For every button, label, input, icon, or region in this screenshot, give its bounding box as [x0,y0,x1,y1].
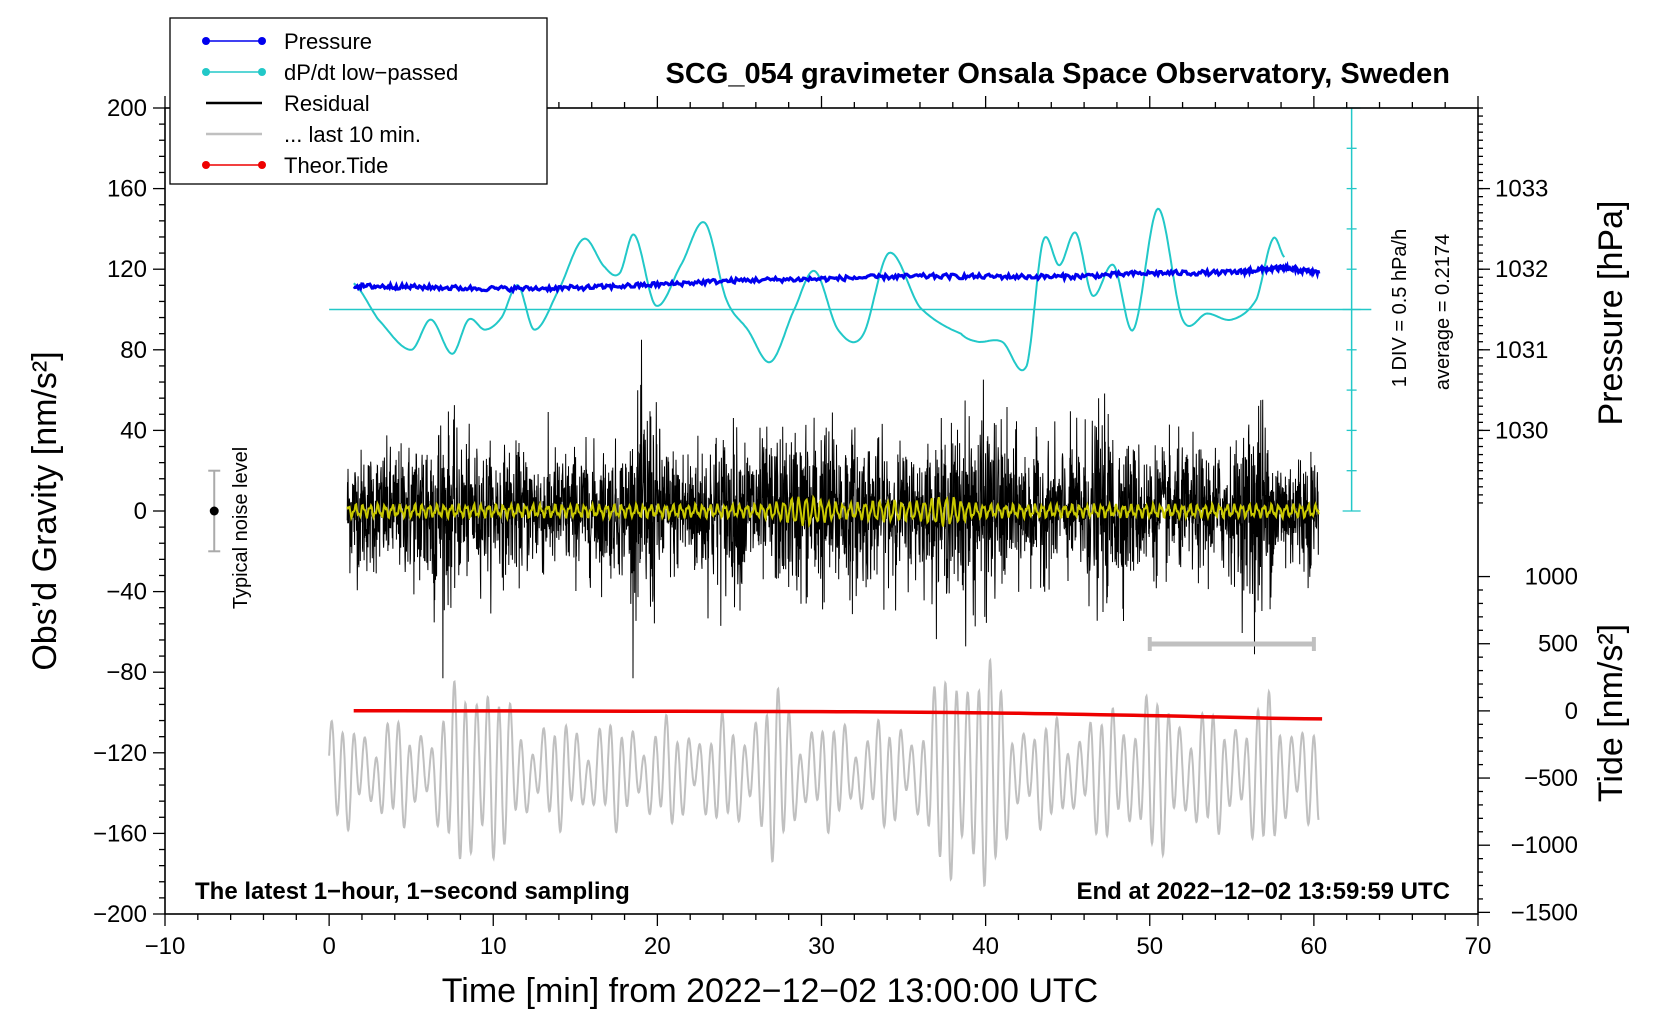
noise-level-label: Typical noise level [230,447,252,609]
y-tick-label: 160 [107,176,147,203]
pressure-tick-label: 1033 [1495,176,1548,203]
dpdt-scale-label: 1 DIV = 0.5 hPa/h [1389,229,1411,387]
y-tick-label: −200 [93,901,147,928]
dpdt-line [353,207,1286,372]
y-tick-label: 120 [107,256,147,283]
tide-tick-label: −1500 [1511,899,1578,926]
chart-title: SCG_054 gravimeter Onsala Space Observat… [666,58,1450,90]
tide-tick-label: 500 [1538,631,1578,658]
annotation-end-time: End at 2022−12−02 13:59:59 UTC [1076,878,1450,905]
x-tick-label: 20 [644,933,671,960]
tide-tick-label: −1000 [1511,832,1578,859]
y-tick-label: −40 [106,579,147,606]
y-axis-label-gravity: Obs’d Gravity [nm/s²] [26,351,64,670]
y-tick-label: 80 [120,337,147,364]
annotation-latest-hour: The latest 1−hour, 1−second sampling [195,878,630,905]
pressure-tick-label: 1031 [1495,337,1548,364]
dpdt-average-label: average = 0.2174 [1432,234,1454,390]
x-tick-label: 0 [322,933,335,960]
tide-line [353,709,1323,721]
legend-box [169,17,548,185]
last10-line [328,657,1320,888]
tide-tick-label: 0 [1565,698,1578,725]
legend-swatch-marker [258,161,266,169]
tide-series-group [353,709,1323,721]
legend-label-pressure: Pressure [284,29,372,54]
reference-bars [208,469,1316,651]
residual-line [346,339,1320,679]
x-tick-label: 30 [808,933,835,960]
legend-label-tide: Theor.Tide [284,153,388,178]
legend-swatch-marker [258,37,266,45]
residual-series-group [346,339,1320,679]
residual-lowpass-series-group [346,494,1320,529]
last10-series-group [328,657,1320,888]
legend-label-residual: Residual [284,91,370,116]
noise-bar-dot [209,506,219,516]
x-tick-label: 40 [972,933,999,960]
legend-entries [202,37,266,169]
y-tick-label: −160 [93,820,147,847]
legend-label-last10: ... last 10 min. [284,122,421,147]
x-axis-label: Time [min] from 2022−12−02 13:00:00 UTC [442,972,1098,1010]
x-tick-label: 10 [480,933,507,960]
y-tick-label: −80 [106,659,147,686]
x-tick-label: 60 [1301,933,1328,960]
y-tick-label: 200 [107,95,147,122]
y-tick-label: −120 [93,740,147,767]
legend-swatch-marker [202,68,210,76]
legend-swatch-marker [202,161,210,169]
pressure-line [352,260,1321,295]
legend: Pressure dP/dt low−passed Residual ... l… [169,17,548,185]
legend-label-dpdt: dP/dt low−passed [284,60,458,85]
x-tick-label: 70 [1465,933,1492,960]
tide-tick-label: 1000 [1525,564,1578,591]
y-axis-label-tide: Tide [nm/s²] [1592,624,1630,802]
y-axis-label-pressure: Pressure [hPa] [1592,201,1630,426]
pressure-tick-label: 1032 [1495,256,1548,283]
dpdt-scale-axis [329,107,1372,512]
y-tick-label: 0 [134,498,147,525]
axis-ticks: −10 0 10 20 30 40 50 60 70 200 160 120 80 40 0 −40 −80 −1… [93,95,1578,960]
x-tick-label: −10 [145,933,186,960]
legend-swatch-marker [258,68,266,76]
pressure-tick-label: 1030 [1495,417,1548,444]
dpdt-series-group [353,207,1286,372]
y-tick-label: 40 [120,417,147,444]
legend-swatch-marker [202,37,210,45]
residual-lowpass-line [346,494,1320,529]
x-tick-label: 50 [1136,933,1163,960]
tide-tick-label: −500 [1524,765,1578,792]
pressure-series-group [352,260,1321,295]
